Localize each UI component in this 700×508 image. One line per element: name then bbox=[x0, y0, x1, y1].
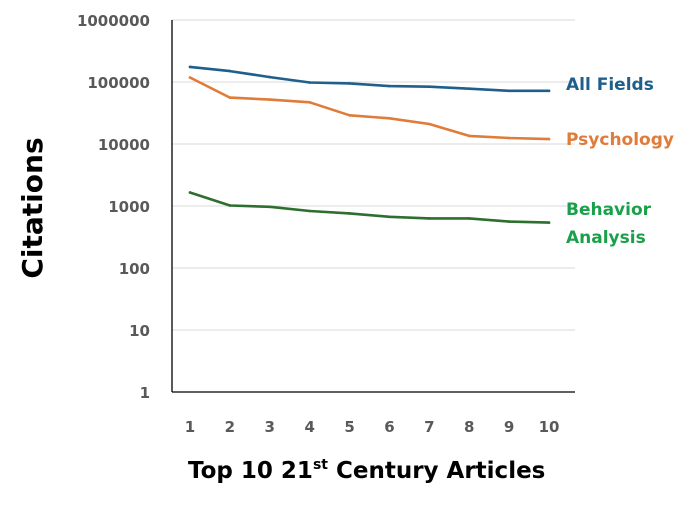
x-axis-title-superscript: st bbox=[313, 457, 328, 473]
series-label-behavior-analysis: Behavior Analysis bbox=[566, 200, 652, 248]
data-point bbox=[428, 217, 431, 220]
y-tick-label: 1 bbox=[140, 384, 150, 402]
x-tick-label: 6 bbox=[384, 418, 394, 436]
data-point bbox=[547, 89, 551, 93]
y-axis-title: Citations bbox=[16, 137, 49, 278]
y-tick-labels: 1000000 100000 10000 1000 100 10 1 bbox=[77, 12, 150, 402]
x-tick-label: 4 bbox=[304, 418, 314, 436]
data-point bbox=[547, 137, 551, 141]
data-point bbox=[507, 136, 511, 140]
x-tick-label: 5 bbox=[344, 418, 354, 436]
data-point bbox=[388, 215, 391, 219]
data-point bbox=[388, 116, 391, 120]
data-point bbox=[188, 65, 192, 69]
x-tick-label: 9 bbox=[504, 418, 514, 436]
series-line-all-fields bbox=[188, 65, 551, 93]
series-label-psychology: Psychology bbox=[566, 130, 674, 150]
data-point bbox=[228, 204, 232, 207]
data-point bbox=[268, 98, 272, 101]
series-lines bbox=[188, 65, 551, 224]
data-point bbox=[348, 212, 351, 215]
data-point bbox=[428, 85, 431, 88]
data-point bbox=[188, 76, 192, 79]
y-tick-label: 10 bbox=[129, 322, 150, 340]
y-tick-label: 100 bbox=[119, 260, 150, 278]
gridlines bbox=[172, 19, 575, 331]
data-point bbox=[188, 191, 192, 194]
data-point bbox=[507, 220, 511, 223]
x-tick-label: 10 bbox=[539, 418, 560, 436]
data-point bbox=[308, 101, 311, 104]
y-tick-label: 1000 bbox=[108, 198, 150, 216]
series-line-behavior-analysis bbox=[188, 191, 551, 224]
data-point bbox=[348, 114, 351, 117]
series-line-psychology bbox=[188, 76, 551, 141]
data-point bbox=[547, 221, 551, 224]
y-tick-label: 1000000 bbox=[77, 12, 150, 30]
y-tick-label: 10000 bbox=[98, 136, 150, 154]
data-point bbox=[467, 87, 471, 90]
x-tick-label: 2 bbox=[225, 418, 235, 436]
x-tick-label: 7 bbox=[424, 418, 434, 436]
data-point bbox=[268, 75, 272, 79]
series-label-all-fields: All Fields bbox=[566, 75, 654, 95]
x-tick-label: 3 bbox=[265, 418, 275, 436]
series-labels: All Fields Psychology Behavior Analysis bbox=[566, 75, 674, 248]
x-tick-labels: 1 2 3 4 5 6 7 8 9 10 bbox=[185, 418, 560, 436]
x-axis-title: Top 10 21st Century Articles bbox=[188, 457, 545, 484]
x-axis-title-rest: Century Articles bbox=[328, 458, 545, 484]
y-tick-label: 100000 bbox=[87, 74, 150, 92]
data-point bbox=[467, 134, 471, 138]
data-point bbox=[428, 122, 431, 126]
data-point bbox=[507, 89, 511, 93]
data-point bbox=[388, 84, 391, 88]
data-point bbox=[268, 205, 272, 209]
data-point bbox=[228, 69, 232, 73]
data-point bbox=[467, 217, 471, 220]
x-tick-label: 1 bbox=[185, 418, 195, 436]
data-point bbox=[308, 81, 311, 84]
x-axis-title-main: Top 10 21 bbox=[188, 458, 313, 484]
data-point bbox=[228, 96, 232, 99]
x-tick-label: 8 bbox=[464, 418, 474, 436]
data-point bbox=[308, 209, 311, 213]
data-point bbox=[348, 82, 351, 85]
